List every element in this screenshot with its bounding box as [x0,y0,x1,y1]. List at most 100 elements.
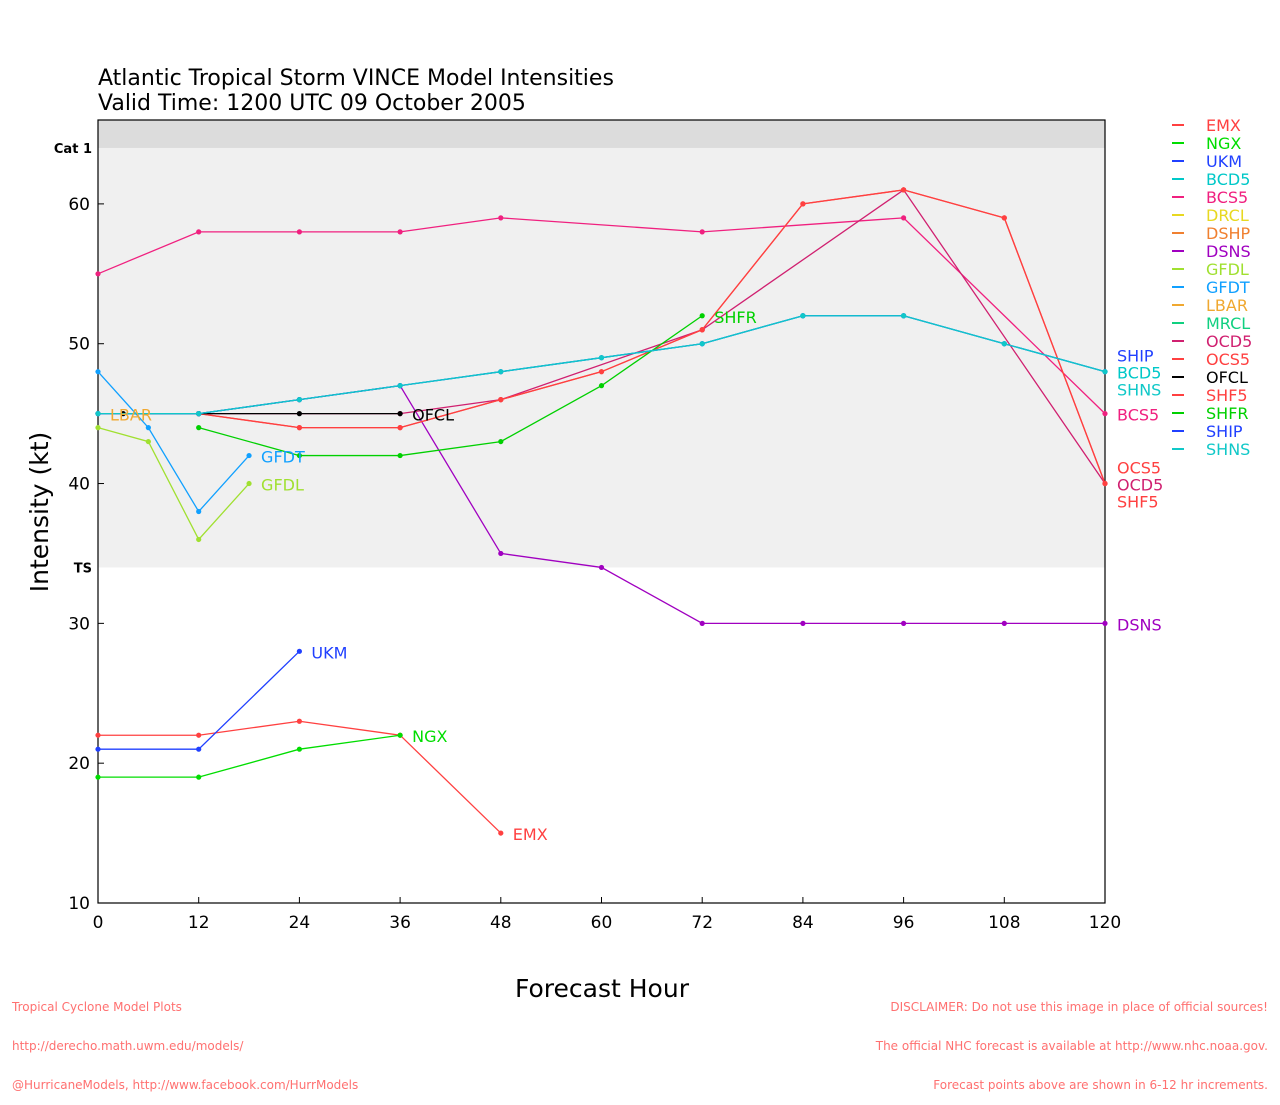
series-end-label-dsns: DSNS [1117,615,1162,634]
data-point-emx [95,732,101,738]
legend-label: LBAR [1206,295,1248,315]
data-point-shns [598,355,605,361]
data-point-shns [699,341,705,347]
data-point-shns [196,411,202,417]
legend-label: DRCL [1206,205,1249,225]
series-end-label-ocs5: OCS5 [1117,459,1161,478]
x-tick-label: 120 [1089,913,1121,933]
data-point-ngx [397,732,403,738]
x-axis-label: Forecast Hour [515,974,690,1003]
legend-swatch [1172,250,1184,252]
legend-label: MRCL [1206,313,1251,333]
legend-swatch [1172,178,1184,180]
y-tick-label: 10 [68,894,90,914]
data-point-shf5 [1102,480,1108,487]
data-point-emx [296,718,302,724]
legend-item-lbar: LBAR [1172,295,1252,315]
data-point-dsns [901,620,907,626]
x-tick-label: 48 [490,913,512,933]
footer-right-line: Forecast points above are shown in 6-12 … [933,1078,1268,1092]
x-tick-label: 12 [188,913,210,933]
data-point-shf5 [498,397,504,403]
legend-swatch [1172,376,1184,378]
legend-label: BCD5 [1206,169,1251,189]
chart-subtitle: Valid Time: 1200 UTC 09 October 2005 [98,91,526,116]
y-tick-label: 50 [68,335,90,355]
data-point-shns [1102,369,1108,375]
data-point-gfdl [145,438,151,445]
data-point-shfr [196,425,202,431]
data-point-bcs5 [196,229,202,235]
legend-swatch [1172,358,1184,360]
data-point-ofcl [397,411,403,417]
legend-swatch [1172,142,1184,144]
legend-label: EMX [1206,115,1241,135]
data-point-shns [800,313,806,319]
data-point-dsns [498,550,504,557]
legend-item-ship: SHIP [1172,422,1252,441]
footer-right: DISCLAIMER: Do not use this image in pla… [876,975,1268,1105]
x-tick-label: 36 [389,913,411,933]
series-end-label-bcd5: BCD5 [1117,364,1161,383]
data-point-shf5 [699,327,705,333]
data-point-shf5 [800,201,806,207]
data-point-bcs5 [498,215,504,221]
data-point-bcs5 [699,229,705,235]
data-point-shns [397,383,403,389]
data-point-dsns [699,620,705,626]
legend-label: OCD5 [1206,331,1253,351]
legend-label: UKM [1206,151,1243,171]
legend-item-bcs5: BCS5 [1172,188,1252,207]
legend-swatch [1172,322,1184,324]
data-point-bcs5 [95,271,101,277]
chart-canvas: TS Cat 1 0 12 24 36 48 60 72 84 96 108 120 10 20 30 40 50… [25,119,1163,1003]
series-end-label-ship: SHIP [1117,347,1154,366]
legend-label: DSHP [1206,223,1251,243]
legend-item-emx: EMX [1172,115,1252,135]
data-point-bcs5 [296,229,302,235]
data-point-emx [498,830,504,836]
series-end-label-shf5: SHF5 [1117,493,1159,512]
legend-label: GFDT [1206,277,1250,297]
x-tick-label: 60 [591,913,613,933]
series-end-label-lbar: LBAR [110,406,152,425]
legend-label: OFCL [1206,367,1248,387]
data-point-gfdt [196,508,202,515]
data-point-ukm [95,746,101,752]
data-point-shf5 [296,425,302,431]
series-end-label-ngx: NGX [412,727,447,746]
legend-item-mrcl: MRCL [1172,313,1252,333]
data-point-ngx [296,746,302,752]
data-point-shns [95,411,101,417]
legend-label: GFDL [1206,259,1249,279]
legend-swatch [1172,160,1184,162]
series-end-label-gfdl: GFDL [261,476,304,495]
legend-swatch [1172,340,1184,342]
footer-left: Tropical Cyclone Model Plots http://dere… [12,975,358,1105]
x-tick-label: 0 [93,913,104,933]
legend-item-ocd5: OCD5 [1172,331,1253,351]
legend-label: NGX [1206,133,1242,153]
legend-item-ukm: UKM [1172,151,1252,171]
legend-item-drcl: DRCL [1172,205,1252,225]
series-end-label-ukm: UKM [311,643,347,662]
x-tick-label: 108 [988,913,1020,933]
data-point-bcs5 [1102,411,1108,417]
legend-swatch [1172,286,1184,288]
legend-swatch [1172,394,1184,396]
legend-swatch [1172,448,1184,450]
series-end-label-shfr: SHFR [714,308,757,327]
data-point-shfr [296,452,302,459]
data-point-gfdl [95,425,101,431]
series-end-label-ofcl: OFCL [412,406,454,425]
data-point-dsns [1001,620,1007,626]
legend-swatch [1172,124,1184,126]
footer-right-line: DISCLAIMER: Do not use this image in pla… [890,1000,1268,1014]
data-point-shfr [699,313,705,319]
footer-left-line: http://derecho.math.uwm.edu/models/ [12,1039,244,1053]
legend-item-gfdt: GFDT [1172,277,1252,297]
series-line-gfdl [97,426,250,541]
legend-swatch [1172,412,1184,414]
x-tick-label: 24 [289,913,311,933]
series-end-label-gfdt: GFDT [261,448,305,467]
